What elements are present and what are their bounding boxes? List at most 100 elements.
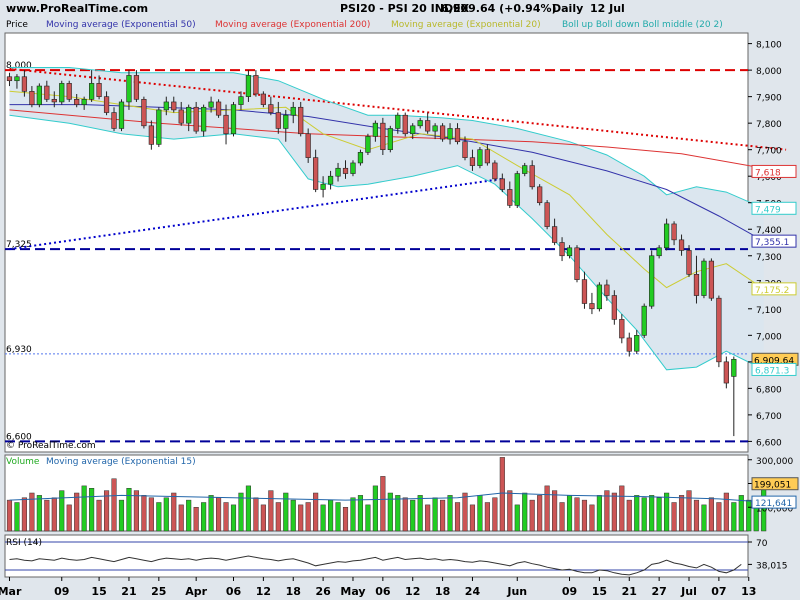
volume-bar[interactable] [634,495,640,532]
volume-panel[interactable] [6,457,767,532]
volume-bar[interactable] [193,507,199,532]
volume-bar[interactable] [178,504,184,532]
volume-bar[interactable] [372,485,378,532]
candle[interactable] [454,123,461,145]
candle[interactable] [671,221,677,246]
volume-bar[interactable] [96,499,102,532]
candle[interactable] [148,120,154,150]
candle[interactable] [74,93,80,108]
volume-bar[interactable] [305,502,311,532]
volume-bar[interactable] [111,478,117,532]
volume-bar[interactable] [484,502,490,532]
candle[interactable] [507,181,513,209]
volume-bar[interactable] [656,497,662,532]
price-panel[interactable]: 8,000 7,325 6,930 6,600 [5,61,787,443]
candle[interactable] [223,104,229,145]
candle[interactable] [215,99,222,118]
candle[interactable] [447,123,453,145]
candle[interactable] [544,200,550,230]
candle[interactable] [268,96,274,116]
volume-bar[interactable] [402,497,408,532]
volume-bar[interactable] [454,502,461,532]
candle[interactable] [656,245,662,259]
candle[interactable] [201,104,207,137]
volume-bar[interactable] [574,497,580,532]
candle[interactable] [14,74,20,89]
candle[interactable] [283,109,289,142]
candle[interactable] [313,149,319,193]
candle[interactable] [163,96,169,116]
volume-bar[interactable] [260,504,266,532]
volume-bar[interactable] [14,502,20,532]
volume-bar[interactable] [559,502,565,532]
candle[interactable] [432,123,438,140]
candle[interactable] [260,91,266,108]
volume-bar[interactable] [156,502,162,532]
volume-bar[interactable] [746,499,752,532]
volume-bar[interactable] [664,492,670,532]
candle[interactable] [327,170,334,190]
volume-bar[interactable] [313,492,319,532]
candle[interactable] [701,258,707,299]
candle[interactable] [529,160,535,190]
volume-bar[interactable] [275,502,281,532]
candle[interactable] [634,330,640,354]
candle[interactable] [537,184,543,206]
volume-bar[interactable] [507,490,513,532]
candle[interactable] [96,75,102,100]
volume-bar[interactable] [380,476,386,532]
candle[interactable] [298,101,304,137]
candle[interactable] [36,83,42,108]
candle[interactable] [462,136,468,161]
candle[interactable] [193,101,199,134]
rsi-panel[interactable] [5,541,748,576]
candle[interactable] [611,290,617,325]
volume-bar[interactable] [365,504,371,532]
candle[interactable] [59,80,65,105]
candle[interactable] [230,101,237,137]
volume-bar[interactable] [163,497,169,532]
volume-bar[interactable] [514,504,520,532]
candle[interactable] [178,101,184,126]
volume-bar[interactable] [283,492,289,532]
candle[interactable] [693,255,700,304]
volume-bar[interactable] [148,497,154,532]
candle[interactable] [514,170,520,209]
candle[interactable] [29,86,35,108]
candle[interactable] [156,107,162,148]
candle[interactable] [290,101,296,124]
candle[interactable] [126,70,132,110]
candle[interactable] [402,112,408,137]
candle[interactable] [357,149,364,166]
candle[interactable] [245,70,252,102]
volume-bar[interactable] [477,495,483,532]
volume-bar[interactable] [342,507,349,532]
candle[interactable] [641,303,647,338]
volume-bar[interactable] [417,495,423,532]
volume-bar[interactable] [686,490,692,532]
candle[interactable] [171,96,177,113]
volume-bar[interactable] [74,492,80,532]
volume-bar[interactable] [21,497,27,532]
volume-bar[interactable] [701,504,707,532]
volume-bar[interactable] [731,502,737,532]
candle[interactable] [484,144,491,166]
volume-bar[interactable] [350,497,356,532]
volume-bar[interactable] [589,504,595,532]
volume-bar[interactable] [59,490,65,532]
candle[interactable] [492,160,498,182]
candle[interactable] [469,149,476,171]
volume-bar[interactable] [238,492,244,532]
candle[interactable] [141,96,147,129]
candle[interactable] [626,332,632,357]
volume-bar[interactable] [268,490,274,532]
volume-bar[interactable] [693,499,700,532]
candle[interactable] [133,70,140,102]
volume-bar[interactable] [253,497,259,532]
candle[interactable] [522,162,528,177]
candle[interactable] [686,245,692,277]
volume-bar[interactable] [425,504,431,532]
volume-bar[interactable] [738,495,744,532]
volume-bar[interactable] [81,485,87,532]
volume-bar[interactable] [36,495,42,532]
